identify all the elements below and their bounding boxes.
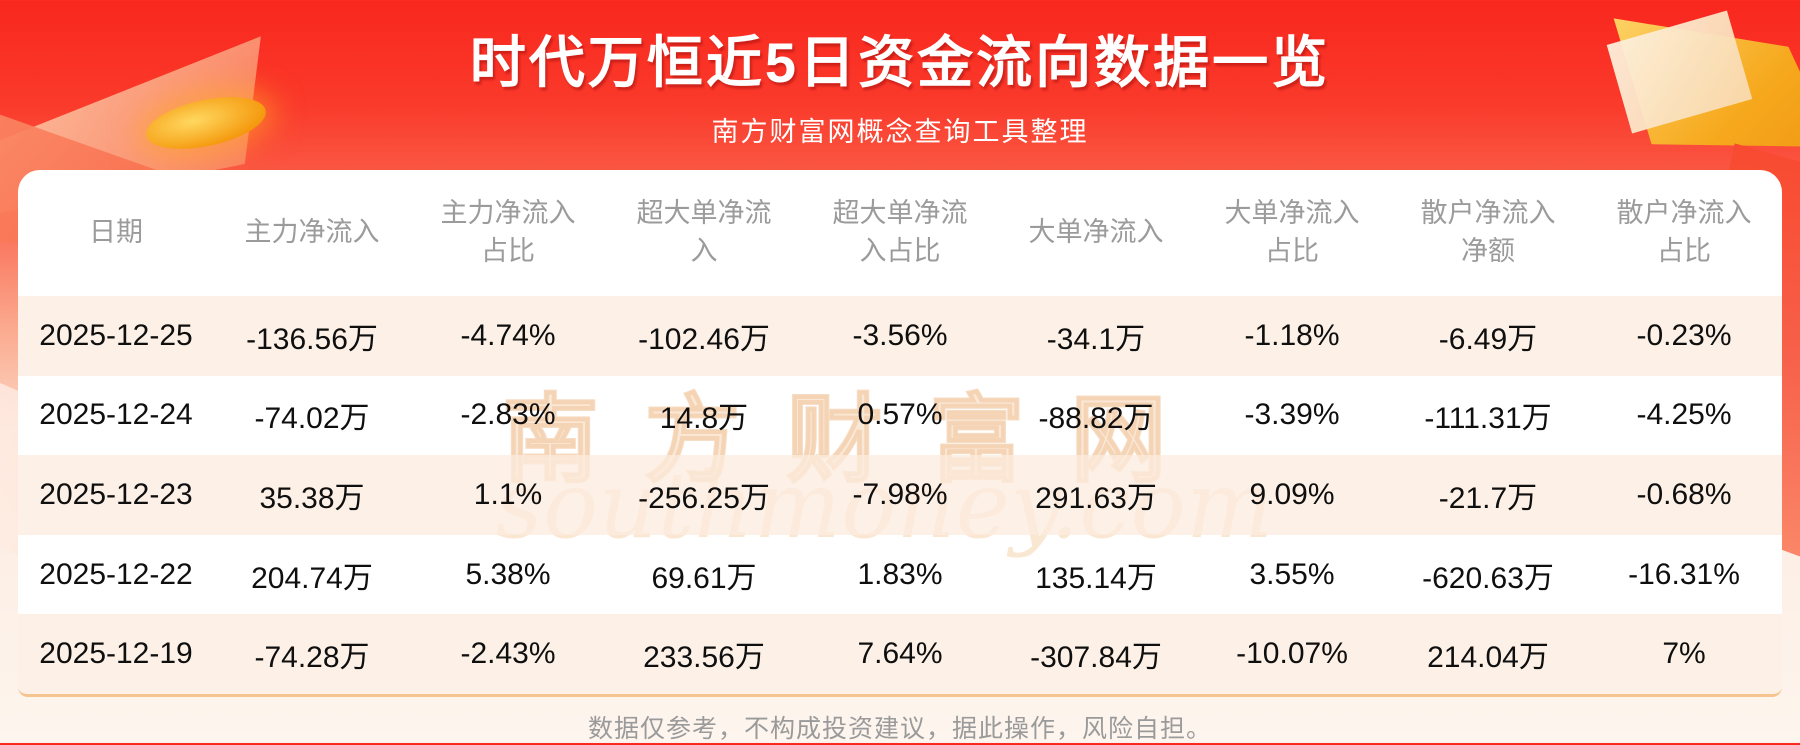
table-cell: -3.56%	[852, 318, 948, 352]
table-cell: -74.28万	[254, 641, 370, 675]
column-header-large-order-net-inflow-ratio: 大单净流入占比	[1224, 198, 1360, 266]
table-cell: -4.25%	[1636, 398, 1732, 432]
table-cell: 0.57%	[857, 398, 943, 432]
table-cell: 2025-12-25	[39, 318, 193, 352]
table-cell: -307.84万	[1030, 641, 1162, 675]
table-cell: -0.23%	[1636, 318, 1732, 352]
table-cell: -34.1万	[1046, 322, 1146, 356]
table-cell: -1.18%	[1244, 318, 1340, 352]
fund-flow-table-card: 南方财富网 southmoney.com 日期 主力净流入 主力净流入占比 超大…	[18, 170, 1782, 697]
disclaimer-text: 数据仅参考，不构成投资建议，据此操作，风险自担。	[587, 715, 1212, 743]
column-header-xl-order-net-inflow: 超大单净流入	[636, 198, 772, 266]
table-cell: 3.55%	[1249, 557, 1335, 591]
table-cell: -88.82万	[1038, 402, 1154, 436]
table-cell: -74.02万	[254, 402, 370, 436]
column-header-date: 日期	[89, 217, 143, 248]
table-cell: -136.56万	[246, 322, 378, 356]
table-cell: -620.63万	[1422, 561, 1554, 595]
table-cell: 2025-12-22	[39, 557, 193, 591]
column-header-large-order-net-inflow: 大单净流入	[1028, 217, 1164, 248]
column-header-xl-order-net-inflow-ratio: 超大单净流入占比	[832, 198, 968, 266]
table-row: 2025-12-22 204.74万 5.38% 69.61万 1.83% 13…	[18, 535, 1782, 615]
table-cell: -256.25万	[638, 481, 770, 515]
table-cell: -4.74%	[460, 318, 556, 352]
table-cell: 2025-12-19	[39, 637, 193, 671]
table-cell: -2.83%	[460, 398, 556, 432]
fund-flow-table: 日期 主力净流入 主力净流入占比 超大单净流入 超大单净流入占比 大单净流入 大…	[18, 170, 1782, 694]
table-cell: 9.09%	[1249, 477, 1335, 511]
page-subtitle: 南方财富网概念查询工具整理	[711, 117, 1089, 147]
table-row: 2025-12-19 -74.28万 -2.43% 233.56万 7.64% …	[18, 614, 1782, 694]
table-cell: 214.04万	[1427, 641, 1549, 675]
table-row: 2025-12-24 -74.02万 -2.83% 14.8万 0.57% -8…	[18, 376, 1782, 456]
table-cell: -3.39%	[1244, 398, 1340, 432]
table-header-row: 日期 主力净流入 主力净流入占比 超大单净流入 超大单净流入占比 大单净流入 大…	[18, 170, 1782, 296]
table-cell: 14.8万	[659, 402, 749, 436]
table-cell: -10.07%	[1236, 637, 1348, 671]
column-header-retail-net-inflow-ratio: 散户净流入占比	[1616, 198, 1752, 266]
table-cell: 7%	[1662, 637, 1706, 671]
table-cell: 233.56万	[643, 641, 765, 675]
table-cell: 5.38%	[465, 557, 551, 591]
table-row: 2025-12-25 -136.56万 -4.74% -102.46万 -3.5…	[18, 296, 1782, 376]
table-cell: -111.31万	[1424, 402, 1552, 436]
column-header-retail-net-inflow: 散户净流入净额	[1420, 198, 1556, 266]
table-cell: 204.74万	[251, 561, 373, 595]
table-cell: 135.14万	[1035, 561, 1157, 595]
table-cell: 35.38万	[259, 481, 365, 515]
table-cell: -0.68%	[1636, 477, 1732, 511]
column-header-main-net-inflow-ratio: 主力净流入占比	[440, 198, 576, 266]
column-header-main-net-inflow: 主力净流入	[244, 217, 380, 248]
table-cell: -16.31%	[1628, 557, 1740, 591]
table-cell: -6.49万	[1438, 322, 1538, 356]
table-cell: 69.61万	[651, 561, 757, 595]
table-cell: -2.43%	[460, 637, 556, 671]
table-cell: 2025-12-24	[39, 398, 193, 432]
table-cell: -7.98%	[852, 477, 948, 511]
table-cell: -21.7万	[1438, 481, 1538, 515]
table-cell: 7.64%	[857, 637, 943, 671]
table-cell: 1.83%	[857, 557, 943, 591]
table-cell: -102.46万	[638, 322, 770, 356]
table-cell: 1.1%	[473, 477, 543, 511]
table-cell: 2025-12-23	[39, 477, 193, 511]
table-row: 2025-12-23 35.38万 1.1% -256.25万 -7.98% 2…	[18, 455, 1782, 535]
table-cell: 291.63万	[1035, 481, 1157, 515]
page-title: 时代万恒近5日资金流向数据一览	[469, 31, 1331, 94]
